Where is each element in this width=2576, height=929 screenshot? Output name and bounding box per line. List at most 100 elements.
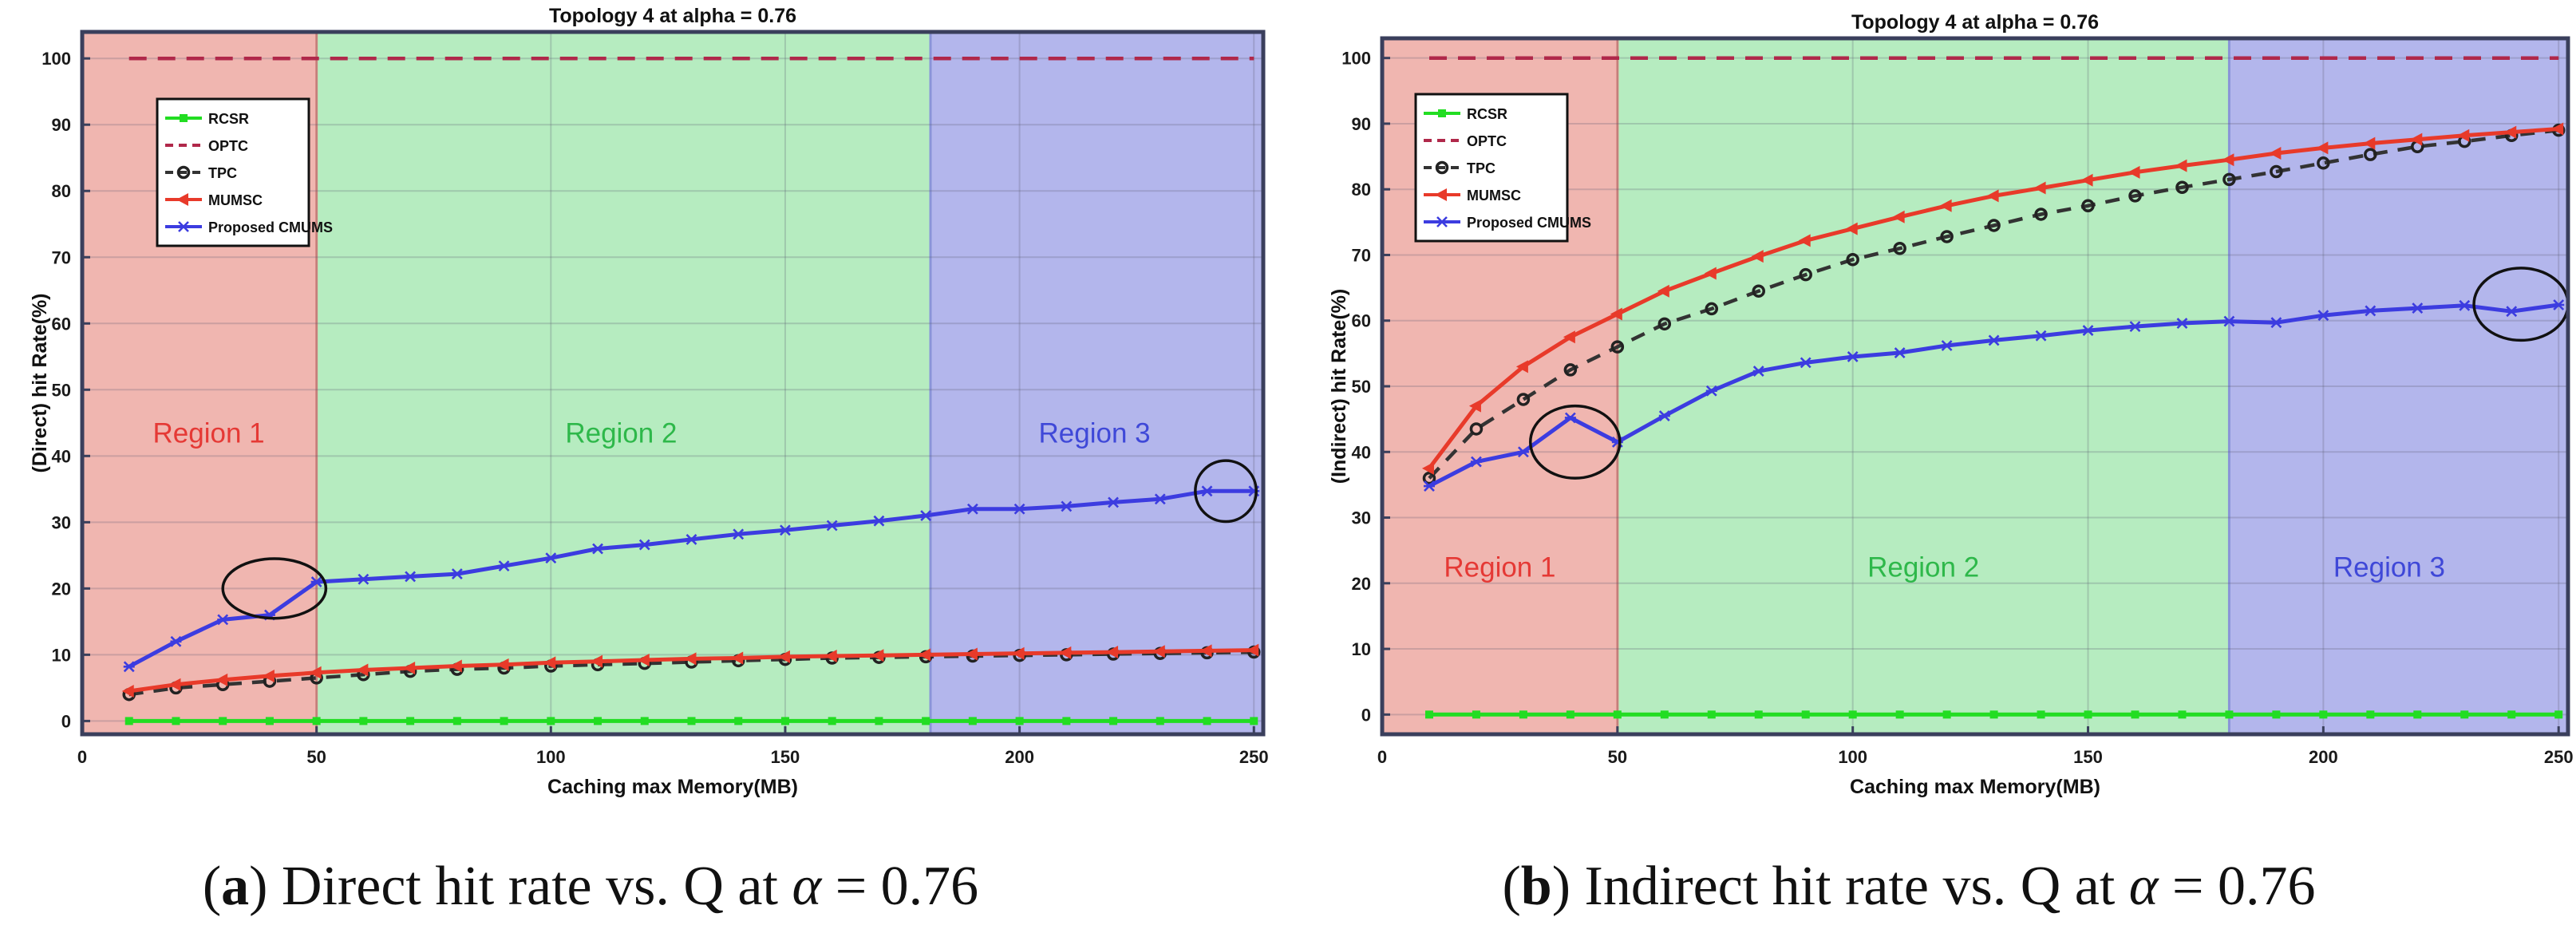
chart-b-region-label-3: Region 3 <box>2333 552 2445 583</box>
chart-b-x-axis-label: Caching max Memory(MB) <box>1850 776 2100 798</box>
chart-a-point-mumsc-120 <box>637 654 650 667</box>
chart-a-point-mumsc-210 <box>1059 646 1072 659</box>
chart-b-point-mumsc-90 <box>1798 234 1811 247</box>
chart-b-series-rcsr <box>1424 710 2563 719</box>
chart-a-x-tick-label-0: 0 <box>77 747 87 767</box>
chart-a-y-tick-label-10: 10 <box>52 645 71 665</box>
chart-b-legend-marker-tpc <box>1435 160 1449 175</box>
chart-b-point-mumsc-160 <box>2128 165 2140 179</box>
chart-a-x-tick-label-200: 200 <box>1005 747 1034 767</box>
chart-a-legend-label-tpc: TPC <box>208 165 237 181</box>
chart-b-point-proposed-cmums-90 <box>1800 357 1811 369</box>
chart-b-point-tpc-70 <box>1705 302 1719 316</box>
chart-b-point-tpc-130 <box>1987 219 2001 232</box>
chart-b-point-tpc-120 <box>1940 230 1954 243</box>
chart-b-point-mumsc-60 <box>1657 284 1669 298</box>
chart-b-point-rcsr-20 <box>1472 710 1480 719</box>
chart-b-point-rcsr-40 <box>1566 710 1574 719</box>
chart-b-point-mumsc-130 <box>1986 189 1999 203</box>
chart-b-point-tpc-140 <box>2034 208 2048 221</box>
chart-a-point-proposed-cmums-230 <box>1154 493 1166 505</box>
chart-b-point-proposed-cmums-70 <box>1705 385 1717 397</box>
caption-a-value: = 0.76 <box>836 856 978 917</box>
chart-b-point-tpc-210 <box>2364 148 2377 161</box>
chart-b-point-proposed-cmums-180 <box>2223 315 2235 327</box>
chart-b-region-label-1: Region 1 <box>1444 552 1555 583</box>
chart-b-series-mumsc <box>1421 122 2564 475</box>
chart-a-point-mumsc-200 <box>1012 646 1025 660</box>
chart-a-point-mumsc-170 <box>871 649 884 662</box>
chart-a-point-rcsr-160 <box>828 717 836 725</box>
chart-b-point-rcsr-50 <box>1613 710 1622 719</box>
chart-a-y-tick-label-60: 60 <box>52 314 71 334</box>
chart-a-point-rcsr-30 <box>219 717 227 725</box>
chart-b-point-proposed-cmums-100 <box>1847 351 1859 362</box>
chart-b-legend-label-mumsc: MUMSC <box>1467 188 1521 204</box>
chart-a-axes-box <box>80 30 1266 737</box>
chart-a-point-mumsc-230 <box>1152 645 1165 658</box>
chart-b-point-mumsc-120 <box>1939 199 1952 212</box>
chart-b-x-tick-label-50: 50 <box>1608 747 1627 767</box>
chart-a-series-rcsr <box>124 717 1258 725</box>
chart-b-point-tpc-60 <box>1657 317 1672 331</box>
chart-b-y-tick-label-10: 10 <box>1352 639 1371 659</box>
chart-b-point-tpc-180 <box>2222 172 2236 187</box>
chart-a-point-mumsc-80 <box>449 659 462 673</box>
chart-b-point-mumsc-50 <box>1610 307 1622 321</box>
chart-b-point-tpc-100 <box>1846 252 1859 267</box>
chart-a-point-rcsr-40 <box>265 717 274 725</box>
chart-a-point-proposed-cmums-190 <box>966 503 978 515</box>
chart-b-point-mumsc-240 <box>2504 125 2517 139</box>
caption-b-text: ) Indirect hit rate vs. Q at <box>1552 856 2116 917</box>
chart-panel-b: Region 1 Region 2 Region 3 0 50 100 150 200 250 0… <box>1328 11 2574 798</box>
chart-a-point-rcsr-70 <box>406 717 415 725</box>
chart-b-point-mumsc-70 <box>1704 267 1717 280</box>
chart-b-legend-marker-mumsc <box>1435 188 1447 201</box>
chart-b-y-tick-label-30: 30 <box>1352 508 1371 528</box>
chart-a-point-proposed-cmums-120 <box>638 539 650 551</box>
chart-b-point-rcsr-250 <box>2554 710 2563 719</box>
chart-a-y-tick-label-80: 80 <box>52 181 71 201</box>
chart-b-point-tpc-90 <box>1799 267 1812 282</box>
chart-a-point-rcsr-240 <box>1203 717 1211 725</box>
chart-a-point-proposed-cmums-80 <box>451 568 463 580</box>
chart-b-point-tpc-10 <box>1422 471 1436 485</box>
chart-b-point-rcsr-180 <box>2225 710 2234 719</box>
chart-a-point-proposed-cmums-100 <box>545 552 557 564</box>
chart-a-legend-label-rcsr: RCSR <box>208 111 249 127</box>
chart-b-point-rcsr-230 <box>2460 710 2469 719</box>
chart-b-point-proposed-cmums-60 <box>1658 410 1670 421</box>
chart-b-series-tpc <box>1422 123 2566 485</box>
chart-b-point-rcsr-70 <box>1707 710 1716 719</box>
chart-b-title: Topology 4 at alpha = 0.76 <box>1851 11 2099 34</box>
chart-b-point-mumsc-230 <box>2457 128 2470 142</box>
chart-a-point-rcsr-140 <box>734 717 743 725</box>
chart-b-point-proposed-cmums-10 <box>1423 480 1435 492</box>
chart-a-series-proposed-cmums <box>123 485 1260 673</box>
chart-a-point-rcsr-90 <box>500 717 508 725</box>
chart-a-point-proposed-cmums-210 <box>1061 500 1073 512</box>
chart-b-point-mumsc-220 <box>2410 132 2423 146</box>
chart-a-point-mumsc-40 <box>262 669 275 682</box>
chart-b-point-rcsr-30 <box>1519 710 1527 719</box>
chart-b-y-tick-label-60: 60 <box>1352 311 1371 331</box>
chart-b-point-tpc-110 <box>1893 241 1906 255</box>
chart-a-x-tick-label-250: 250 <box>1239 747 1269 767</box>
chart-b-point-proposed-cmums-20 <box>1470 456 1482 468</box>
chart-b-y-tick-label-70: 70 <box>1352 245 1371 265</box>
chart-b-y-axis-label: (Indirect) hit Rate(%) <box>1328 289 1350 484</box>
chart-a-point-rcsr-170 <box>875 717 883 725</box>
chart-b-line-tpc <box>1428 128 2559 480</box>
chart-a-point-proposed-cmums-110 <box>592 543 604 555</box>
chart-a-point-rcsr-220 <box>1109 717 1118 725</box>
chart-b-point-mumsc-200 <box>2316 141 2329 155</box>
chart-a-legend-label-optc: OPTC <box>208 138 248 154</box>
chart-a-point-proposed-cmums-70 <box>405 571 417 583</box>
chart-b-point-proposed-cmums-30 <box>1517 446 1529 458</box>
chart-b-point-rcsr-200 <box>2319 710 2328 719</box>
chart-a-point-mumsc-190 <box>965 647 978 661</box>
chart-a-point-rcsr-60 <box>359 717 368 725</box>
chart-b-point-proposed-cmums-150 <box>2082 325 2094 336</box>
chart-a-region-label-2: Region 2 <box>565 418 677 449</box>
